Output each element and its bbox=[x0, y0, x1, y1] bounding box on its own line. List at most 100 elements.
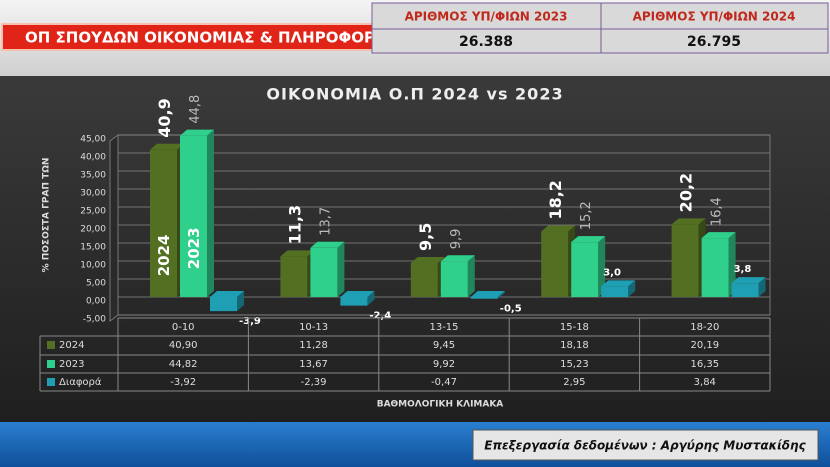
bar-top bbox=[470, 291, 505, 297]
bar-top bbox=[671, 218, 706, 225]
header-title: ΟΠ ΣΠΟΥΔΩΝ ΟΙΚΟΝΟΜΙΑΣ & ΠΛΗΡΟΦΟΡΙΚΗΣ bbox=[25, 29, 415, 47]
value-label: 9,5 bbox=[416, 223, 435, 251]
legend-swatch bbox=[47, 360, 55, 368]
bar-top bbox=[280, 250, 315, 257]
table-value: -0,47 bbox=[431, 377, 457, 388]
table-value: 2,95 bbox=[563, 377, 585, 388]
bar-side bbox=[628, 280, 636, 297]
bar-top bbox=[180, 129, 214, 136]
side-wall bbox=[109, 134, 119, 322]
table-value: 9,45 bbox=[433, 340, 455, 351]
table-value: -3,92 bbox=[170, 377, 196, 388]
count-column: ΑΡΙΘΜΟΣ ΥΠ/ΦΙΩΝ 2023 bbox=[405, 10, 568, 24]
count-value: 26.795 bbox=[687, 34, 741, 50]
chart-title: ΟΙΚΟΝΟΜΙΑ Ο.Π 2024 vs 2023 bbox=[266, 85, 563, 104]
value-label: 3,0 bbox=[603, 267, 621, 278]
bar-side bbox=[467, 255, 475, 297]
y-tick-label: 20,00 bbox=[80, 225, 106, 235]
value-label: 13,7 bbox=[318, 207, 333, 236]
table-value: 44,82 bbox=[169, 359, 198, 370]
bar-side bbox=[367, 291, 375, 306]
bar bbox=[310, 247, 338, 297]
legend-label: Διαφορά bbox=[59, 376, 102, 388]
x-tick-label: 10-13 bbox=[299, 322, 328, 333]
table-value: 18,18 bbox=[560, 340, 589, 351]
bar bbox=[701, 238, 729, 297]
y-tick-label: 15,00 bbox=[80, 243, 106, 253]
value-label: 44,8 bbox=[188, 95, 203, 124]
bar-series-label: 2023 bbox=[185, 227, 203, 269]
table-value: 9,92 bbox=[433, 359, 455, 370]
table-value: 13,67 bbox=[299, 359, 328, 370]
legend-label: 2024 bbox=[59, 340, 84, 351]
value-label: 3,8 bbox=[734, 264, 752, 275]
bar-top bbox=[731, 277, 766, 284]
bar-top bbox=[340, 291, 375, 297]
y-tick-label: 45,00 bbox=[80, 135, 106, 145]
value-label: 15,2 bbox=[579, 201, 594, 230]
bar-side bbox=[337, 241, 345, 297]
legend-swatch bbox=[47, 378, 55, 386]
table-value: 11,28 bbox=[299, 340, 328, 351]
value-label: 9,9 bbox=[449, 229, 464, 250]
bar bbox=[731, 283, 759, 297]
bar bbox=[541, 231, 569, 297]
value-label: 40,9 bbox=[155, 98, 174, 137]
bar-top bbox=[541, 225, 576, 232]
bar bbox=[571, 242, 599, 297]
value-label: -0,5 bbox=[500, 304, 522, 315]
count-table-frame bbox=[371, 2, 829, 54]
value-label: -3,9 bbox=[239, 316, 261, 327]
table-value: 40,90 bbox=[169, 340, 198, 351]
bar-side bbox=[237, 291, 244, 312]
y-tick-label: 25,00 bbox=[80, 207, 106, 217]
bar-side bbox=[728, 232, 736, 297]
value-label: 18,2 bbox=[546, 180, 565, 219]
bar-top bbox=[150, 143, 184, 150]
bar bbox=[601, 286, 629, 297]
bar bbox=[340, 297, 368, 306]
bar-top bbox=[701, 232, 736, 239]
bar-top bbox=[310, 241, 345, 248]
footer-credit: Επεξεργασία δεδομένων : Αργύρης Μυστακίδ… bbox=[484, 439, 806, 453]
bar-side bbox=[598, 236, 606, 297]
x-tick-label: 0-10 bbox=[172, 322, 195, 333]
value-label: 20,2 bbox=[677, 173, 696, 212]
table-value: 3,84 bbox=[694, 377, 716, 388]
bar bbox=[210, 297, 237, 312]
value-label: -2,4 bbox=[369, 311, 391, 322]
bar-top bbox=[440, 255, 475, 262]
legend-swatch bbox=[47, 341, 55, 349]
bar-top bbox=[571, 236, 606, 243]
bar bbox=[671, 224, 699, 297]
y-tick-label: 40,00 bbox=[80, 153, 106, 163]
y-tick-label: 0,00 bbox=[86, 297, 106, 307]
bar-side bbox=[497, 291, 505, 299]
x-tick-label: 13-15 bbox=[429, 322, 458, 333]
value-label: 16,4 bbox=[710, 197, 725, 226]
y-axis-label: % ΠΟΣΟΣΤΑ ΓΡΑΠ ΤΩΝ bbox=[42, 158, 52, 273]
table-value: -2,39 bbox=[301, 377, 327, 388]
count-value: 26.388 bbox=[459, 34, 513, 50]
value-label: 11,3 bbox=[285, 205, 304, 244]
bar bbox=[470, 297, 498, 299]
plot: -5,00 0,00 5,00 10,00 15,00 20,00 25,00 30,00 35… bbox=[39, 95, 771, 392]
y-tick-label: 10,00 bbox=[80, 261, 106, 271]
table-value: 20,19 bbox=[690, 340, 719, 351]
bar bbox=[150, 149, 177, 297]
bar-top bbox=[410, 256, 445, 263]
y-tick-label: -5,00 bbox=[83, 315, 107, 325]
x-tick-label: 15-18 bbox=[560, 322, 589, 333]
y-tick-label: 30,00 bbox=[80, 189, 106, 199]
count-column: ΑΡΙΘΜΟΣ ΥΠ/ΦΙΩΝ 2024 bbox=[633, 10, 796, 24]
bar bbox=[180, 135, 207, 297]
count-table: ΑΡΙΘΜΟΣ ΥΠ/ΦΙΩΝ 2023 ΑΡΙΘΜΟΣ ΥΠ/ΦΙΩΝ 202… bbox=[371, 2, 829, 54]
y-tick-label: 5,00 bbox=[86, 279, 106, 289]
x-axis-label: ΒΑΘΜΟΛΟΓΙΚΗ ΚΛΙΜΑΚΑ bbox=[377, 400, 504, 410]
bar-series-label: 2024 bbox=[155, 235, 173, 277]
bar-side bbox=[758, 277, 766, 297]
bar bbox=[440, 261, 468, 297]
y-tick-label: 35,00 bbox=[80, 171, 106, 181]
bar bbox=[280, 256, 308, 297]
